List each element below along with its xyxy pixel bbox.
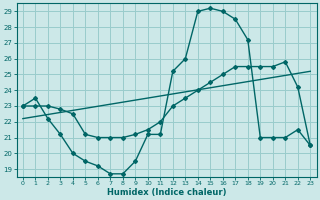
X-axis label: Humidex (Indice chaleur): Humidex (Indice chaleur) xyxy=(107,188,226,197)
